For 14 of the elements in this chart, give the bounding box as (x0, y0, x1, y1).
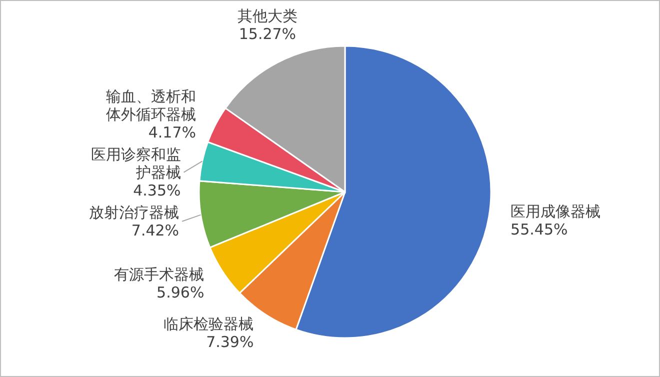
data-label: 7.39% (206, 333, 254, 352)
data-label: 7.42% (131, 221, 180, 240)
data-label: 15.27% (238, 24, 296, 43)
slice-label: 医用诊察和监护器械 (90, 145, 181, 182)
slice-label: 放射治疗器械 (89, 203, 180, 222)
slice-label: 医用成像器械 (510, 202, 601, 221)
slice-label: 其他大类 (237, 6, 298, 25)
slice-label: 有源手术器械 (114, 266, 204, 284)
slice-label: 输血、透析和体外循环器械 (106, 87, 196, 124)
data-label: 5.96% (156, 284, 204, 302)
slice-label: 临床检验器械 (164, 315, 254, 334)
data-label: 4.35% (133, 181, 181, 200)
data-label: 4.17% (148, 123, 196, 142)
data-label: 55.45% (510, 220, 568, 239)
